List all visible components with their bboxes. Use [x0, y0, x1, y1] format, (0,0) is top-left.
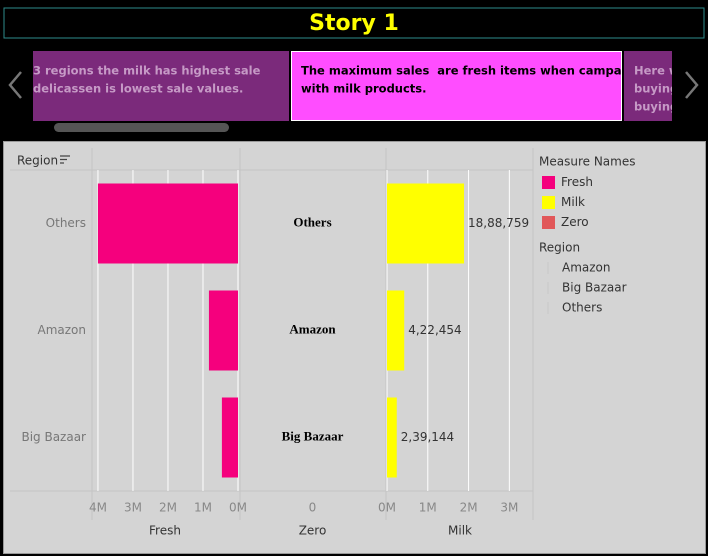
row-label: Big Bazaar	[21, 430, 86, 444]
x-tick-label: 3M	[124, 501, 142, 515]
legend-label[interactable]: Zero	[561, 215, 589, 229]
bar[interactable]	[97, 183, 238, 264]
axis-title: Fresh	[149, 524, 181, 538]
x-tick-label: 4M	[89, 501, 107, 515]
value-label: 2,39,144	[401, 430, 454, 444]
value-label: 4,22,454	[408, 323, 461, 337]
x-tick-label: 0	[309, 501, 317, 515]
x-tick-label: 2M	[460, 501, 478, 515]
story-point-text: buying	[634, 100, 678, 114]
title-box	[3, 7, 705, 39]
story-point[interactable]: The maximum sales are fresh items when c…	[291, 51, 636, 121]
x-tick-label: 1M	[419, 501, 437, 515]
story-point[interactable]: Here w buying buying	[624, 51, 680, 121]
legend-title: Region	[539, 241, 580, 255]
row-label: Others	[46, 216, 86, 230]
bar[interactable]	[221, 397, 238, 478]
legend-label[interactable]: Milk	[561, 195, 585, 209]
x-tick-label: 2M	[159, 501, 177, 515]
sort-icon[interactable]	[60, 155, 70, 164]
x-tick-label: 1M	[194, 501, 212, 515]
story-point-text: The maximum sales are fresh items when c…	[301, 64, 635, 78]
legend-swatch[interactable]	[542, 216, 555, 229]
mark-label: Others	[293, 214, 331, 229]
story-point[interactable]: 3 regions the milk has highest sale deli…	[33, 51, 289, 121]
chart: Others Amazon Big Bazaar 4M 3M 2M 1M 0M Fresh 0 Ze…	[10, 148, 627, 538]
legend-title: Measure Names	[539, 155, 635, 169]
story-point-text: with milk products.	[301, 82, 427, 96]
axis-title: Zero	[299, 524, 327, 538]
mark-label: Amazon	[289, 321, 336, 336]
prev-arrow[interactable]	[8, 71, 22, 99]
legend-label[interactable]: Fresh	[561, 175, 593, 189]
legend-label[interactable]: Big Bazaar	[562, 281, 627, 295]
legend-label[interactable]: Amazon	[562, 261, 611, 275]
legend-swatch[interactable]	[542, 176, 555, 189]
bar[interactable]	[387, 397, 397, 478]
bar[interactable]	[387, 183, 465, 264]
mark-label: Big Bazaar	[282, 428, 344, 443]
story-point-text: delicassen is lowest sale values.	[33, 82, 243, 96]
x-tick-label: 0M	[229, 501, 247, 515]
story-point-box	[33, 51, 289, 121]
story-point-box	[624, 51, 672, 121]
story-point-text: Here w	[634, 64, 680, 78]
row-label: Amazon	[38, 323, 87, 337]
story-point-box	[291, 51, 622, 121]
axis-title: Milk	[448, 524, 472, 538]
bar[interactable]	[387, 290, 405, 371]
x-tick-label: 3M	[500, 501, 518, 515]
bar[interactable]	[208, 290, 238, 371]
story-title: Story 1	[309, 11, 399, 36]
row-header: Region	[17, 154, 58, 168]
scrollbar[interactable]	[54, 123, 229, 132]
story-point-text: buying	[634, 82, 678, 96]
value-label: 18,88,759	[468, 216, 529, 230]
next-arrow[interactable]	[685, 71, 699, 99]
legend-swatch[interactable]	[542, 196, 555, 209]
story-point-text: 3 regions the milk has highest sale	[33, 64, 261, 78]
legend-label[interactable]: Others	[562, 301, 602, 315]
x-tick-label: 0M	[378, 501, 396, 515]
